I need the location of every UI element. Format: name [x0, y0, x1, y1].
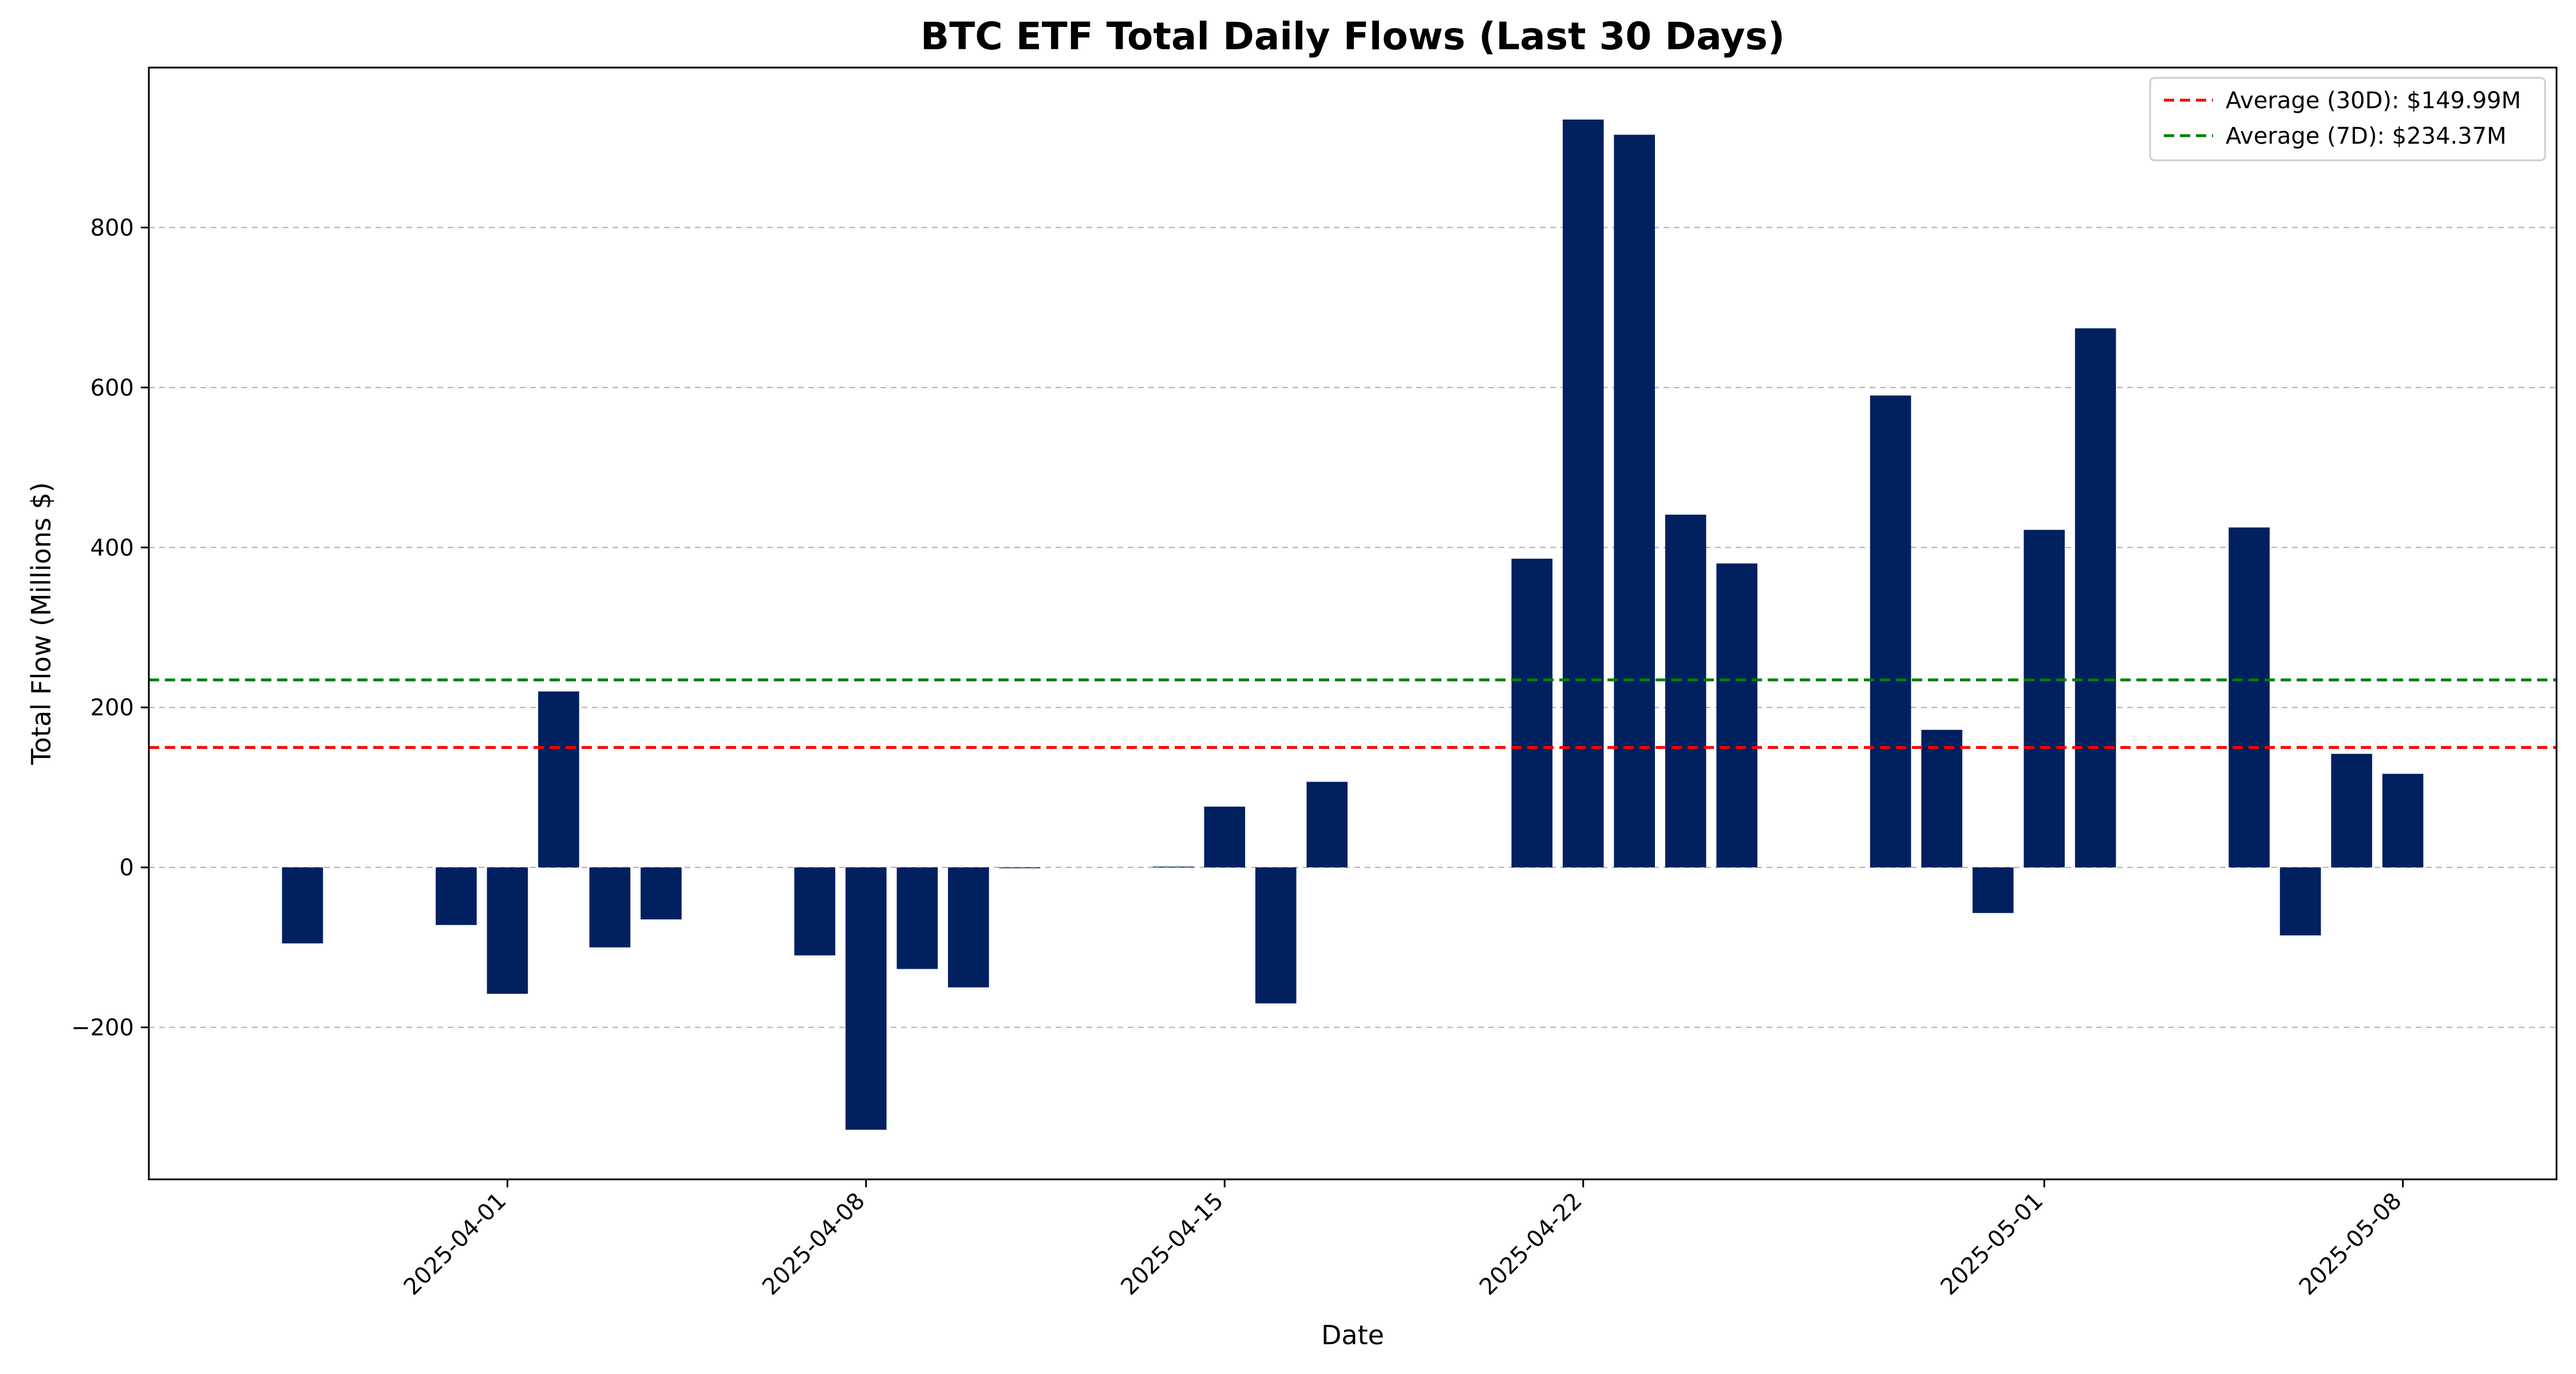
flow-bar	[1614, 135, 1655, 868]
flow-bar	[2075, 328, 2116, 868]
y-tick-label: 0	[120, 855, 134, 881]
flow-bar	[1511, 558, 1553, 868]
y-tick-label: −200	[71, 1015, 134, 1041]
flow-bar	[487, 867, 528, 994]
flow-bar	[1665, 514, 1706, 868]
flow-bar	[896, 867, 938, 969]
flow-bar	[1921, 729, 1962, 868]
flow-bar	[2229, 527, 2270, 868]
flow-bar	[436, 867, 477, 925]
flow-bar	[1972, 867, 2014, 913]
flow-bar	[1716, 563, 1757, 868]
flow-bar	[2331, 753, 2372, 868]
y-tick-label: 400	[90, 535, 134, 561]
flow-bar	[1255, 867, 1297, 1004]
reference-lines-layer	[149, 678, 2557, 749]
flow-bar	[794, 867, 836, 956]
flow-bar	[589, 867, 631, 947]
y-tick-label: 800	[90, 215, 134, 241]
flow-bar	[2024, 530, 2065, 868]
y-tick-label: 200	[90, 695, 134, 721]
flow-bar	[1870, 395, 1911, 868]
flow-bar	[641, 867, 682, 919]
flow-bar	[1562, 119, 1604, 868]
y-axis: −200 0 200 400 600 800	[71, 215, 149, 1041]
flow-bar	[282, 867, 323, 943]
x-axis-label: Date	[1321, 1320, 1384, 1351]
legend-label-7d: Average (7D): $234.37M	[2226, 123, 2507, 149]
legend: Average (30D): $149.99M Average (7D): $2…	[2149, 77, 2546, 161]
flow-bar	[846, 867, 887, 1130]
flow-bar	[999, 867, 1041, 868]
legend-box	[2149, 77, 2546, 161]
chart-title: BTC ETF Total Daily Flows (Last 30 Days)	[920, 14, 1785, 58]
flow-bar	[948, 867, 989, 988]
flow-bar	[1204, 806, 1246, 868]
legend-label-30d: Average (30D): $149.99M	[2226, 88, 2521, 114]
flow-bar	[538, 691, 579, 868]
y-axis-label: Total Flow (Millions $)	[26, 482, 57, 765]
plot-frame	[148, 66, 2558, 1180]
flow-bar	[1306, 781, 1348, 868]
flow-bar	[2279, 867, 2321, 935]
flow-bar	[2382, 773, 2424, 868]
bars-layer	[282, 119, 2424, 1130]
y-tick-label: 600	[90, 375, 134, 401]
